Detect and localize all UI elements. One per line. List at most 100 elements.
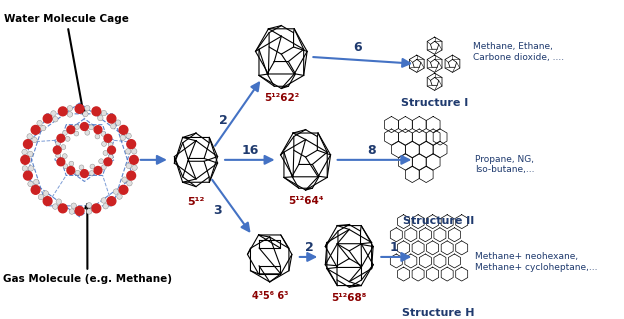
Circle shape	[110, 123, 116, 129]
Circle shape	[109, 154, 113, 159]
Text: 2: 2	[219, 114, 228, 127]
Text: 4³5⁶ 6³: 4³5⁶ 6³	[251, 291, 288, 301]
Circle shape	[120, 135, 125, 140]
Circle shape	[67, 126, 75, 134]
Circle shape	[38, 194, 44, 200]
Circle shape	[89, 125, 94, 130]
Circle shape	[31, 125, 40, 134]
Circle shape	[61, 145, 66, 150]
Circle shape	[126, 133, 131, 138]
Circle shape	[31, 185, 40, 194]
Text: Structure H: Structure H	[402, 308, 475, 318]
Circle shape	[27, 134, 32, 139]
Circle shape	[97, 115, 103, 121]
Text: Structure I: Structure I	[401, 98, 468, 108]
Circle shape	[108, 146, 115, 154]
Circle shape	[119, 185, 128, 194]
Circle shape	[67, 167, 75, 174]
Circle shape	[57, 134, 65, 142]
Circle shape	[113, 189, 119, 194]
Circle shape	[80, 122, 88, 130]
Text: 8: 8	[368, 144, 376, 157]
Circle shape	[107, 197, 116, 205]
Circle shape	[37, 120, 42, 126]
Circle shape	[43, 197, 52, 205]
Circle shape	[101, 110, 107, 116]
Circle shape	[122, 177, 127, 182]
Circle shape	[69, 209, 74, 214]
Circle shape	[83, 111, 88, 117]
Text: 3: 3	[213, 204, 222, 217]
Text: 5¹²64⁴: 5¹²64⁴	[288, 196, 323, 206]
Circle shape	[27, 151, 33, 157]
Circle shape	[102, 142, 107, 146]
Circle shape	[85, 130, 90, 135]
Circle shape	[75, 206, 84, 215]
Circle shape	[56, 199, 62, 204]
Circle shape	[32, 137, 37, 143]
Circle shape	[54, 146, 61, 154]
Circle shape	[108, 142, 113, 147]
Circle shape	[75, 104, 84, 113]
Circle shape	[51, 111, 56, 116]
Circle shape	[101, 131, 106, 136]
Circle shape	[52, 204, 58, 209]
Circle shape	[22, 149, 27, 155]
Text: 6: 6	[354, 41, 363, 54]
Circle shape	[63, 164, 68, 169]
Circle shape	[127, 140, 135, 149]
Circle shape	[24, 171, 32, 180]
Circle shape	[67, 106, 72, 111]
Circle shape	[87, 209, 92, 214]
Circle shape	[92, 107, 100, 116]
Circle shape	[41, 125, 46, 131]
Circle shape	[115, 120, 121, 125]
Circle shape	[126, 163, 132, 168]
Circle shape	[90, 164, 95, 169]
Text: Methane, Ethane,
Carbone dioxide, ....: Methane, Ethane, Carbone dioxide, ....	[474, 42, 565, 62]
Text: 5¹²: 5¹²	[187, 197, 205, 207]
Circle shape	[79, 165, 84, 170]
Circle shape	[127, 171, 135, 180]
Circle shape	[43, 114, 52, 123]
Circle shape	[104, 158, 112, 166]
Circle shape	[104, 134, 112, 142]
Text: Methane+ neohexane,
Methane+ cycloheptane,...: Methane+ neohexane, Methane+ cycloheptan…	[475, 252, 598, 271]
Circle shape	[89, 171, 94, 175]
Circle shape	[69, 161, 74, 166]
Text: Gas Molecule (e.g. Methane): Gas Molecule (e.g. Methane)	[3, 204, 172, 285]
Circle shape	[74, 131, 79, 136]
Text: Water Molecule Cage: Water Molecule Cage	[4, 14, 129, 114]
Circle shape	[125, 149, 131, 154]
Circle shape	[85, 106, 90, 111]
Text: 5¹²68⁸: 5¹²68⁸	[331, 293, 367, 303]
Circle shape	[80, 170, 88, 177]
Circle shape	[66, 137, 70, 141]
Circle shape	[59, 204, 67, 213]
Text: Structure II: Structure II	[403, 216, 474, 226]
Circle shape	[43, 191, 49, 196]
Circle shape	[87, 203, 92, 208]
Text: 2: 2	[305, 241, 314, 254]
Circle shape	[101, 198, 107, 203]
Circle shape	[119, 125, 128, 134]
Circle shape	[52, 116, 58, 122]
Circle shape	[59, 107, 67, 116]
Circle shape	[67, 112, 72, 117]
Circle shape	[101, 165, 106, 170]
Circle shape	[92, 204, 100, 213]
Circle shape	[117, 194, 122, 199]
Circle shape	[103, 151, 108, 155]
Circle shape	[62, 154, 67, 159]
Text: 1: 1	[389, 241, 398, 254]
Circle shape	[107, 114, 116, 123]
Circle shape	[56, 153, 61, 158]
Circle shape	[56, 141, 61, 146]
Circle shape	[132, 149, 137, 154]
Circle shape	[75, 125, 79, 130]
Circle shape	[21, 155, 29, 164]
Text: Propane, NG,
Iso-butane,...: Propane, NG, Iso-butane,...	[475, 155, 535, 174]
Circle shape	[130, 155, 139, 164]
Circle shape	[132, 165, 137, 170]
Text: 5¹²62²: 5¹²62²	[264, 93, 299, 103]
